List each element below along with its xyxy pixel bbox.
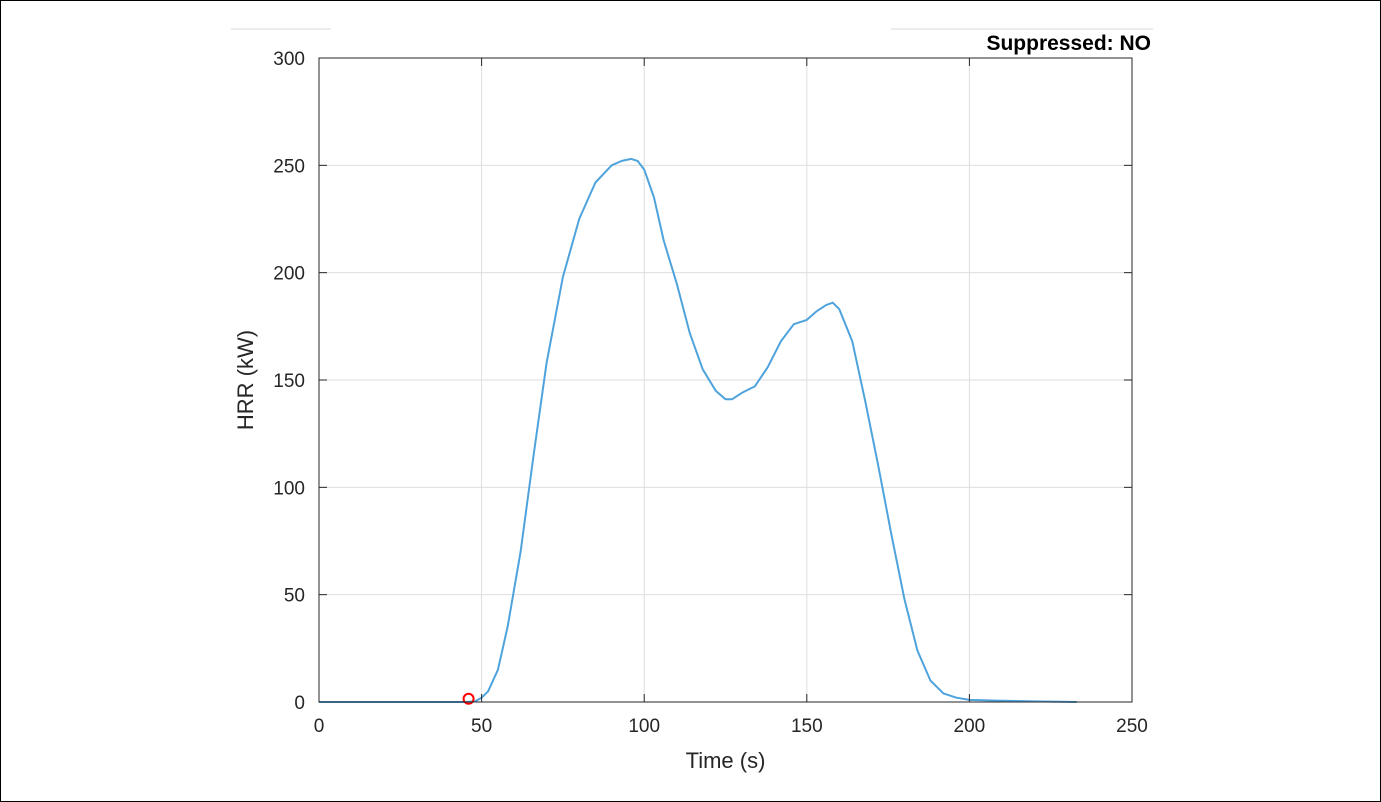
x-tick-label: 200 bbox=[954, 716, 986, 737]
y-tick-label: 0 bbox=[294, 693, 305, 714]
axes-layer bbox=[318, 57, 1133, 703]
y-tick-label: 250 bbox=[273, 156, 305, 177]
data-layer bbox=[319, 157, 1077, 705]
ignition-marker bbox=[462, 692, 475, 705]
suppressed-status: Suppressed: NO bbox=[986, 32, 1151, 55]
hrr-series-line bbox=[319, 157, 1077, 703]
label-layer: 0 50 100 150 200 250 0 50 100 150 200 250 300 Time (s… bbox=[233, 49, 1148, 773]
y-tick-label: 50 bbox=[284, 586, 305, 607]
grid-layer bbox=[319, 58, 1132, 702]
y-tick-label: 300 bbox=[273, 49, 305, 70]
x-tick-label: 250 bbox=[1116, 716, 1148, 737]
y-tick-label: 100 bbox=[273, 478, 305, 499]
y-tick-label: 200 bbox=[273, 264, 305, 285]
y-tick-label: 150 bbox=[273, 371, 305, 392]
x-tick-label: 150 bbox=[791, 716, 823, 737]
x-tick-label: 50 bbox=[471, 716, 492, 737]
y-axis-title: HRR (kW) bbox=[233, 330, 258, 430]
x-tick-label: 0 bbox=[314, 716, 325, 737]
status-decor: Suppressed: NO bbox=[231, 28, 1153, 55]
x-axis-title: Time (s) bbox=[686, 748, 766, 773]
x-tick-label: 100 bbox=[628, 716, 660, 737]
